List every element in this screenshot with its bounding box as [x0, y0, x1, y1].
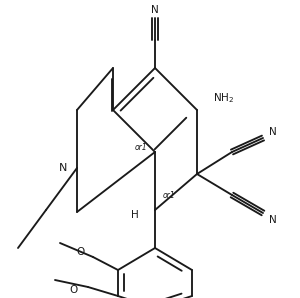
Text: N: N	[269, 215, 277, 225]
Text: N: N	[269, 127, 277, 137]
Text: H: H	[131, 210, 139, 220]
Text: O: O	[70, 285, 78, 295]
Text: or1: or1	[163, 190, 175, 199]
Text: N: N	[151, 5, 159, 15]
Text: O: O	[77, 247, 85, 257]
Text: N: N	[58, 163, 67, 173]
Text: NH$_2$: NH$_2$	[213, 91, 234, 105]
Text: or1: or1	[134, 144, 147, 153]
